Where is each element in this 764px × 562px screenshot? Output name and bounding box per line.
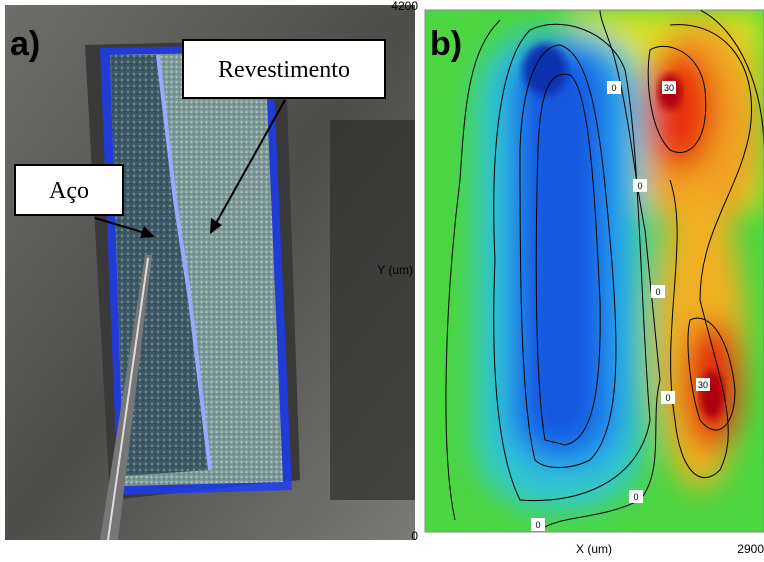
contour-label-box xyxy=(662,81,676,94)
contour-label-box xyxy=(651,285,665,298)
contour-labels: 0 30 0 0 0 30 0 0 xyxy=(531,81,710,531)
map-frame xyxy=(424,9,764,533)
annotation: Revestimento xyxy=(218,57,350,83)
contour-label: 30 xyxy=(698,380,708,390)
contour-label: 0 xyxy=(535,520,540,530)
panel-label: a) xyxy=(10,25,40,63)
arrow xyxy=(214,99,286,226)
x-axis-label: X (um) xyxy=(576,542,612,556)
photo-panel: a) Revestimento Aço xyxy=(5,5,415,541)
contour-label-box xyxy=(633,179,647,192)
contour-label: 30 xyxy=(664,83,674,93)
contour-label: 0 xyxy=(665,393,670,403)
annotation-box xyxy=(182,39,386,99)
contour-label-box xyxy=(661,391,675,404)
contour-label-box xyxy=(607,81,621,94)
shadow xyxy=(330,120,415,500)
y-axis-max: 4200 xyxy=(391,0,418,13)
x-axis-max: 2900 xyxy=(737,542,764,556)
arrow xyxy=(94,217,146,234)
annotation: Aço xyxy=(49,178,89,204)
annotation-box xyxy=(14,164,124,216)
arrow-head xyxy=(140,226,155,238)
contour-panel: b) 4200 Y (um) 0 X (um) 2900 0 30 0 0 0 30 0 0 xyxy=(377,0,764,556)
minimum xyxy=(523,44,567,96)
arrow-head xyxy=(210,218,222,234)
contour-label: 0 xyxy=(637,181,642,191)
contour-label-box xyxy=(696,378,710,391)
contour-label-box xyxy=(531,518,545,531)
y-axis-min: 0 xyxy=(411,529,418,543)
probe-highlight xyxy=(107,257,149,541)
interface xyxy=(156,54,212,471)
contour-label: 0 xyxy=(655,287,660,297)
contour-lines xyxy=(445,10,764,531)
contour-label-box xyxy=(629,490,643,503)
panel-label: b) xyxy=(430,25,462,63)
contour-label: 0 xyxy=(611,83,616,93)
contour-label: 0 xyxy=(633,492,638,502)
y-axis-label: Y (um) xyxy=(377,263,413,277)
